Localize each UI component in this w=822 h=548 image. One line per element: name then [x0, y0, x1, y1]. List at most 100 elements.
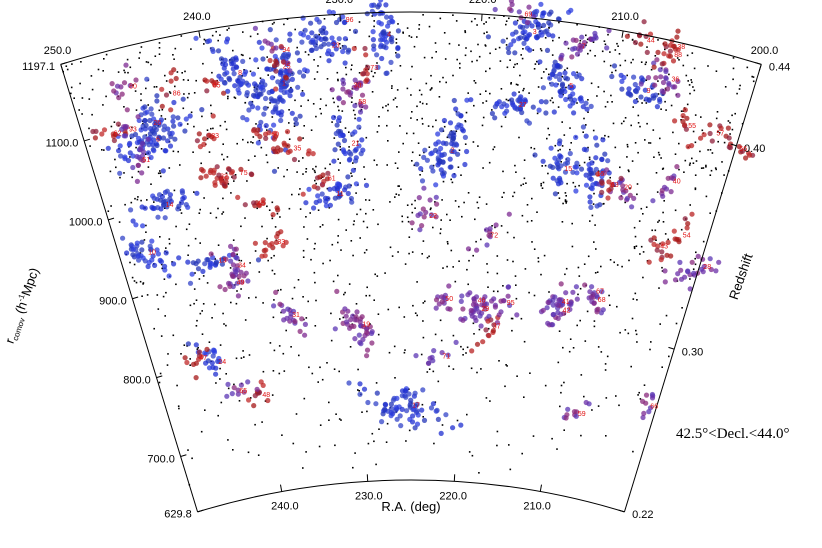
field-galaxy: [694, 114, 697, 116]
field-galaxy: [710, 169, 713, 172]
field-galaxy: [246, 180, 248, 182]
field-galaxy: [639, 398, 642, 400]
group-member-galaxy: [543, 110, 549, 116]
field-galaxy: [103, 58, 105, 60]
group-member-galaxy: [112, 131, 119, 137]
field-galaxy: [466, 346, 469, 349]
field-galaxy: [614, 69, 617, 72]
field-galaxy: [283, 23, 285, 26]
field-galaxy: [605, 397, 608, 399]
group-member-galaxy: [358, 341, 364, 347]
group-id-label: 21: [352, 141, 360, 148]
left-edge: [60, 64, 199, 513]
field-galaxy: [473, 104, 475, 107]
field-galaxy: [715, 117, 718, 120]
group-member-galaxy: [272, 130, 278, 136]
field-galaxy: [168, 242, 171, 245]
z-tick-label: 0.40: [744, 143, 765, 155]
group-member-galaxy: [580, 124, 587, 130]
group-member-galaxy: [524, 19, 531, 26]
field-galaxy: [225, 324, 227, 327]
group-member-galaxy: [194, 190, 200, 196]
group-member-galaxy: [549, 81, 555, 87]
field-galaxy: [496, 444, 498, 447]
field-galaxy: [351, 175, 353, 177]
group-member-galaxy: [311, 205, 317, 211]
field-galaxy: [266, 205, 268, 208]
group-member-galaxy: [395, 45, 401, 52]
field-galaxy: [561, 75, 563, 78]
field-galaxy: [524, 268, 527, 270]
group-member-galaxy: [157, 257, 163, 263]
field-galaxy: [444, 58, 447, 60]
field-galaxy: [394, 196, 396, 198]
group-member-galaxy: [231, 71, 237, 77]
field-galaxy: [505, 98, 508, 101]
group-member-galaxy: [414, 421, 421, 427]
field-galaxy: [610, 94, 612, 97]
group-member-galaxy: [661, 184, 668, 190]
group-member-galaxy: [262, 105, 268, 111]
group-member-galaxy: [257, 91, 263, 97]
field-galaxy: [414, 207, 416, 209]
group-member-galaxy: [150, 253, 156, 259]
field-galaxy: [395, 193, 398, 195]
field-galaxy: [464, 120, 467, 123]
group-member-galaxy: [234, 263, 240, 269]
group-member-galaxy: [228, 243, 234, 249]
field-galaxy: [199, 208, 201, 211]
field-galaxy: [320, 112, 322, 115]
field-galaxy: [431, 56, 433, 59]
group-member-galaxy: [259, 45, 265, 51]
group-member-galaxy: [243, 270, 249, 276]
field-galaxy: [250, 141, 252, 143]
field-galaxy: [636, 299, 638, 301]
field-galaxy: [286, 169, 288, 171]
group-member-galaxy: [204, 88, 210, 94]
field-galaxy: [338, 169, 340, 171]
group-member-galaxy: [226, 166, 232, 172]
field-galaxy: [298, 354, 300, 357]
group-member-galaxy: [364, 77, 370, 83]
group-member-galaxy: [263, 247, 269, 253]
field-galaxy: [357, 140, 359, 143]
group-member-galaxy: [428, 212, 435, 218]
field-galaxy: [578, 275, 581, 277]
field-galaxy: [160, 175, 162, 178]
field-galaxy: [201, 333, 204, 335]
field-galaxy: [676, 57, 679, 59]
field-galaxy: [351, 64, 353, 66]
group-member-galaxy: [353, 181, 359, 187]
group-member-galaxy: [709, 138, 715, 144]
ra-tick-label: 210.0: [611, 11, 639, 23]
group-member-galaxy: [271, 303, 277, 309]
field-galaxy: [385, 441, 388, 443]
group-member-galaxy: [459, 126, 465, 132]
group-member-galaxy: [567, 150, 573, 157]
group-member-galaxy: [605, 158, 611, 164]
group-member-galaxy: [388, 59, 394, 65]
group-member-galaxy: [275, 79, 281, 85]
group-member-galaxy: [341, 19, 347, 26]
field-galaxy: [624, 201, 626, 204]
field-galaxy: [693, 89, 696, 92]
field-galaxy: [212, 127, 214, 130]
field-galaxy: [709, 212, 711, 214]
field-galaxy: [638, 391, 640, 394]
field-galaxy: [709, 174, 712, 176]
group-member-galaxy: [389, 39, 395, 45]
field-galaxy: [260, 146, 263, 149]
field-galaxy: [729, 121, 731, 124]
field-galaxy: [523, 340, 526, 343]
field-galaxy: [727, 120, 730, 122]
field-galaxy: [328, 207, 331, 209]
field-galaxy: [133, 280, 136, 282]
z-tick-label: 0.22: [632, 509, 653, 521]
field-galaxy: [326, 362, 328, 364]
group-member-galaxy: [302, 321, 308, 327]
field-galaxy: [160, 263, 163, 266]
field-galaxy: [414, 312, 417, 314]
group-member-galaxy: [273, 86, 279, 92]
field-galaxy: [259, 77, 262, 79]
field-galaxy: [183, 93, 185, 95]
